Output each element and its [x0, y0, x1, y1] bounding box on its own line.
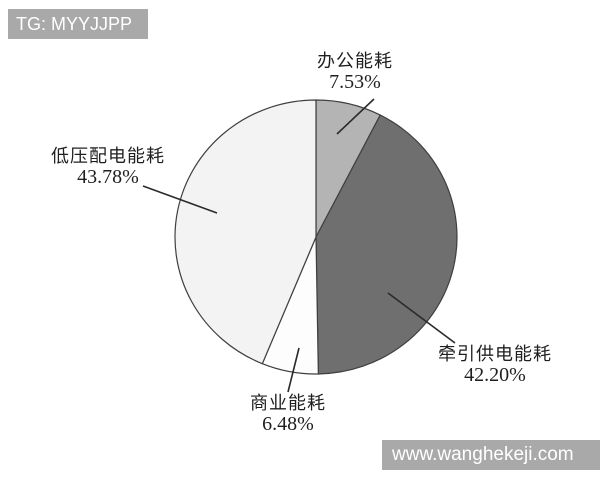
pie-slice-low-voltage [174, 99, 317, 365]
slice-label-office-pct: 7.53% [329, 71, 381, 93]
leader-lines [142, 98, 456, 393]
slice-label-office-name: 办公能耗 [317, 51, 393, 71]
slice-label-low-voltage-pct: 43.78% [77, 166, 139, 188]
pie-slice-traction [315, 114, 458, 375]
slice-label-low-voltage-name: 低压配电能耗 [51, 146, 165, 166]
leader-line-commercial [287, 347, 300, 393]
leader-line-low-voltage [142, 185, 218, 214]
slice-label-commercial: 商业能耗 6.48% [250, 393, 326, 435]
slice-label-commercial-name: 商业能耗 [250, 393, 326, 413]
pie-slices [174, 99, 458, 375]
slice-label-office: 办公能耗 7.53% [317, 51, 393, 93]
slice-label-low-voltage: 低压配电能耗 43.78% [51, 146, 165, 188]
slice-label-traction-pct: 42.20% [464, 364, 526, 386]
slice-label-commercial-pct: 6.48% [262, 413, 314, 435]
watermark-top-left: TG: MYYJJPP [8, 9, 148, 39]
watermark-bottom-right: www.wanghekeji.com [382, 440, 600, 470]
slice-label-traction: 牵引供电能耗 42.20% [438, 344, 552, 386]
leader-line-traction [387, 292, 456, 344]
leader-line-office [336, 98, 375, 135]
slice-label-traction-name: 牵引供电能耗 [438, 344, 552, 364]
